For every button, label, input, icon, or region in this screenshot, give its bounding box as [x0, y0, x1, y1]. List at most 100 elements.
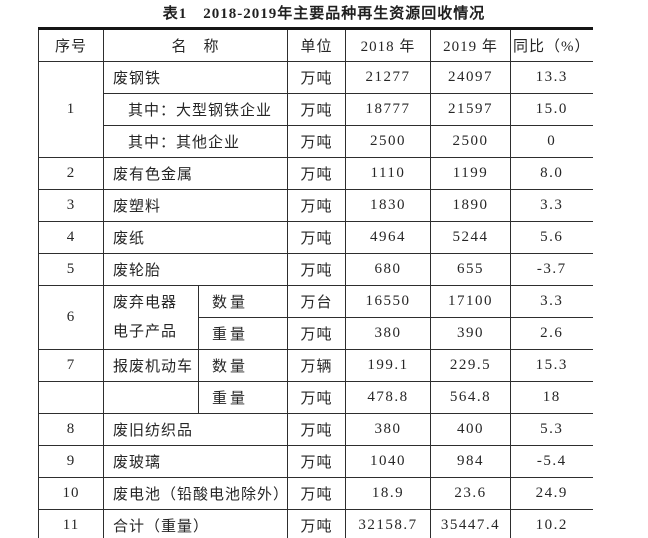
table-row: 7 报废机动车 数量 万辆 199.1 229.5 15.3	[38, 349, 593, 382]
row-yoy-value: 0	[510, 125, 593, 158]
row-2018-value: 199.1	[345, 349, 431, 382]
row-2019-value: 17100	[430, 285, 511, 318]
row-name	[103, 381, 199, 414]
row-yoy-value: 15.3	[510, 349, 593, 382]
row-2018-value: 4964	[345, 221, 431, 254]
row-no: 11	[38, 509, 104, 538]
row-no	[38, 381, 104, 414]
table-title: 表1 2018-2019年主要品种再生资源回收情况	[162, 6, 486, 22]
row-no: 3	[38, 189, 104, 222]
row-unit: 万吨	[287, 413, 346, 446]
row-unit: 万吨	[287, 317, 346, 350]
row-2018-value: 2500	[345, 125, 431, 158]
table-row: 2 废有色金属 万吨 1110 1199 8.0	[38, 157, 593, 190]
row-no: 9	[38, 445, 104, 478]
col-header-name: 名 称	[103, 28, 288, 62]
row-2019-value: 35447.4	[430, 509, 511, 538]
row-name: 废弃电器 电子产品	[103, 285, 199, 350]
table-row: 8 废旧纺织品 万吨 380 400 5.3	[38, 413, 593, 446]
table-row: 其中：其他企业 万吨 2500 2500 0	[39, 125, 593, 158]
table-row: 4 废纸 万吨 4964 5244 5.6	[38, 221, 593, 254]
row-2018-value: 478.8	[345, 381, 431, 414]
row-yoy-value: 18	[510, 381, 593, 414]
row-2019-value: 21597	[430, 93, 511, 126]
row-unit: 万吨	[287, 189, 346, 222]
row-2018-value: 680	[345, 253, 431, 286]
row-yoy-value: 5.3	[510, 413, 593, 446]
table-row: 重量 万吨 380 390 2.6	[39, 317, 593, 350]
row-2018-value: 18.9	[345, 477, 431, 510]
row-unit: 万吨	[287, 381, 346, 414]
row-no: 10	[38, 477, 104, 510]
table-row: 10 废电池（铅酸电池除外） 万吨 18.9 23.6 24.9	[38, 477, 593, 510]
row-name: 其中：大型钢铁企业	[103, 93, 288, 126]
col-header-2019: 2019 年	[430, 28, 511, 62]
row-yoy-value: -3.7	[510, 253, 593, 286]
row-yoy-value: 3.3	[510, 189, 593, 222]
row-2019-value: 1199	[430, 157, 511, 190]
row-yoy-value: -5.4	[510, 445, 593, 478]
table-row: 重量 万吨 478.8 564.8 18	[38, 381, 593, 414]
row-name: 废玻璃	[103, 445, 288, 478]
col-header-unit: 单位	[287, 28, 346, 62]
row-unit: 万吨	[287, 445, 346, 478]
row-2018-value: 380	[345, 317, 431, 350]
row-no: 1	[38, 61, 104, 158]
col-header-yoy: 同比（%）	[510, 28, 593, 62]
row-unit: 万吨	[287, 509, 346, 538]
row-yoy-value: 13.3	[510, 61, 593, 94]
row-name: 废塑料	[103, 189, 288, 222]
row-2019-value: 984	[430, 445, 511, 478]
table-row: 6 废弃电器 电子产品 数量 万台 16550 17100 3.3	[38, 285, 593, 350]
row-2018-value: 1830	[345, 189, 431, 222]
row-yoy-value: 24.9	[510, 477, 593, 510]
table-row: 5 废轮胎 万吨 680 655 -3.7	[38, 253, 593, 286]
table-row: 9 废玻璃 万吨 1040 984 -5.4	[38, 445, 593, 478]
row-no: 7	[38, 349, 104, 382]
row-2019-value: 564.8	[430, 381, 511, 414]
row-no: 5	[38, 253, 104, 286]
table-row: 1 废钢铁 万吨 21277 24097 13.3	[38, 61, 593, 158]
row-2019-value: 1890	[430, 189, 511, 222]
header-row: 序号 名 称 单位 2018 年 2019 年 同比（%）	[38, 28, 593, 62]
row-sub-label: 数量	[198, 285, 288, 318]
row-no: 8	[38, 413, 104, 446]
row-2019-value: 24097	[430, 61, 511, 94]
row-yoy-value: 2.6	[510, 317, 593, 350]
row-name: 报废机动车	[103, 349, 199, 382]
row-unit: 万吨	[287, 61, 346, 94]
row-name: 废轮胎	[103, 253, 288, 286]
row-sub-label: 重量	[198, 381, 288, 414]
row-name: 废钢铁	[103, 61, 288, 94]
row-name: 废纸	[103, 221, 288, 254]
recycling-table: 序号 名 称 单位 2018 年 2019 年 同比（%） 1 废钢铁 万吨 2…	[38, 27, 593, 538]
col-header-no: 序号	[38, 28, 104, 62]
row-unit: 万辆	[287, 349, 346, 382]
row-2018-value: 1040	[345, 445, 431, 478]
row-yoy-value: 10.2	[510, 509, 593, 538]
row-unit: 万吨	[287, 157, 346, 190]
row-yoy-value: 5.6	[510, 221, 593, 254]
row-unit: 万吨	[287, 253, 346, 286]
row-2019-value: 390	[430, 317, 511, 350]
row-2018-value: 1110	[345, 157, 431, 190]
row-2019-value: 655	[430, 253, 511, 286]
row-2019-value: 2500	[430, 125, 511, 158]
row-2019-value: 5244	[430, 221, 511, 254]
row-unit: 万吨	[287, 93, 346, 126]
row-2019-value: 229.5	[430, 349, 511, 382]
row-yoy-value: 8.0	[510, 157, 593, 190]
table-row: 其中：大型钢铁企业 万吨 18777 21597 15.0	[39, 93, 593, 126]
row-no: 4	[38, 221, 104, 254]
row-unit: 万吨	[287, 477, 346, 510]
row-unit: 万台	[287, 285, 346, 318]
row-2018-value: 16550	[345, 285, 431, 318]
row-2018-value: 380	[345, 413, 431, 446]
col-header-2018: 2018 年	[345, 28, 431, 62]
table-row: 3 废塑料 万吨 1830 1890 3.3	[38, 189, 593, 222]
row-2018-value: 18777	[345, 93, 431, 126]
row-2018-value: 21277	[345, 61, 431, 94]
row-yoy-value: 15.0	[510, 93, 593, 126]
row-name: 合计（重量）	[103, 509, 288, 538]
